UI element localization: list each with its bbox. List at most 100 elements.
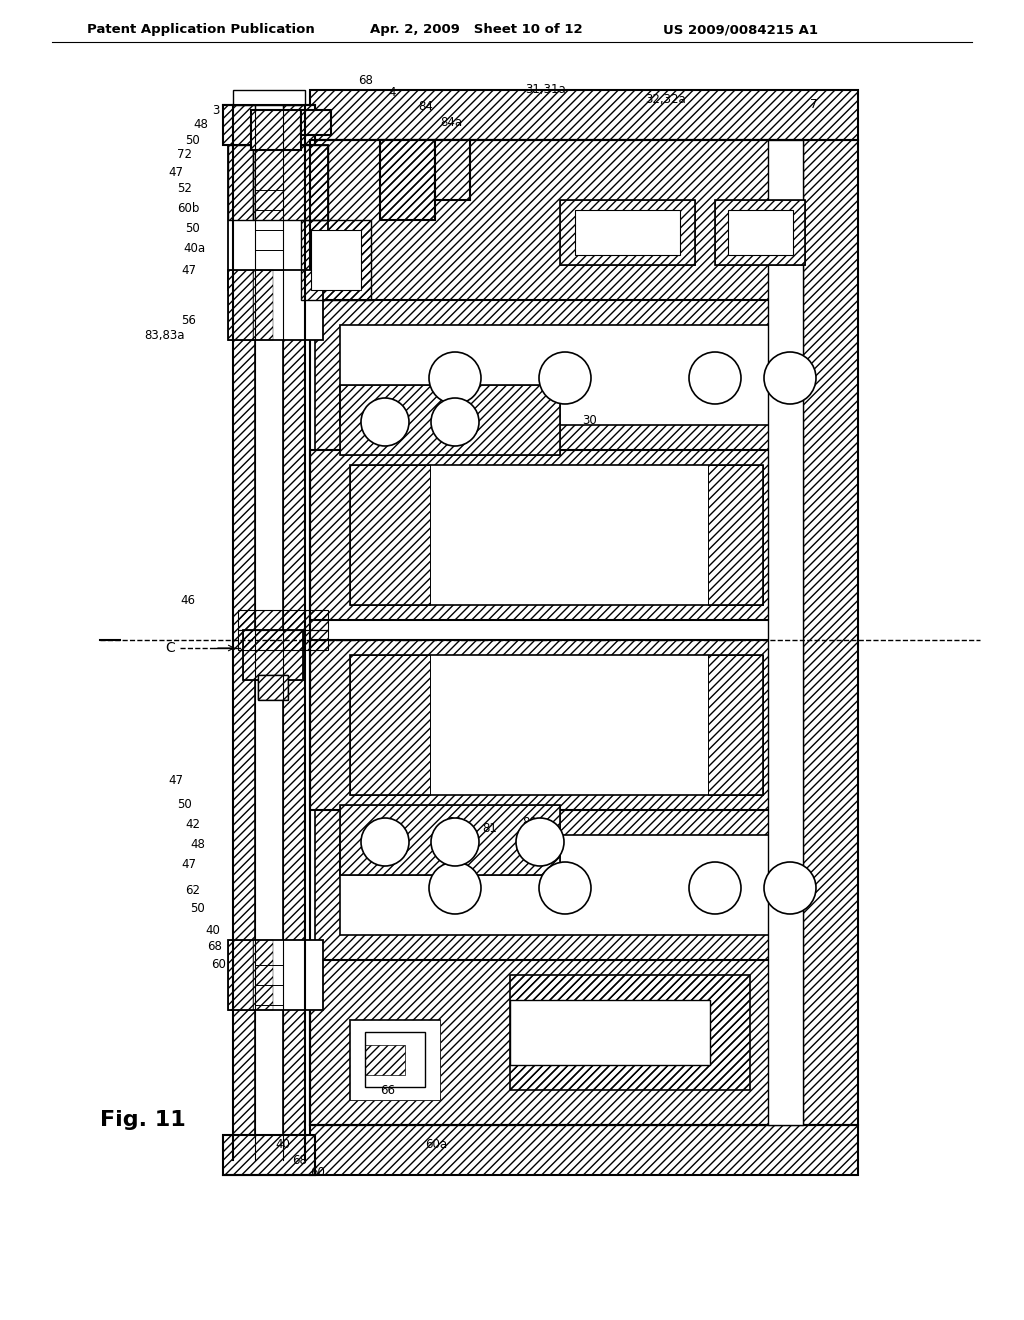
Circle shape bbox=[539, 352, 591, 404]
Text: 48: 48 bbox=[194, 119, 208, 132]
Bar bbox=[253, 940, 273, 1010]
Bar bbox=[365, 1032, 425, 1086]
Bar bbox=[510, 1001, 710, 1065]
Bar bbox=[340, 385, 560, 455]
Text: Patent Application Publication: Patent Application Publication bbox=[87, 24, 314, 37]
Bar bbox=[310, 960, 803, 1125]
Bar bbox=[223, 1135, 315, 1175]
Text: 48: 48 bbox=[190, 837, 205, 850]
Circle shape bbox=[516, 818, 564, 866]
Bar bbox=[510, 975, 750, 1090]
Bar bbox=[228, 940, 323, 1010]
Text: 68: 68 bbox=[207, 940, 222, 953]
Bar bbox=[708, 465, 763, 605]
Bar bbox=[340, 385, 560, 455]
Bar bbox=[340, 805, 560, 875]
Circle shape bbox=[361, 818, 409, 866]
Circle shape bbox=[429, 862, 481, 913]
Bar bbox=[575, 210, 680, 255]
Circle shape bbox=[539, 862, 591, 913]
Text: 84: 84 bbox=[418, 100, 433, 114]
Text: 50: 50 bbox=[190, 902, 205, 915]
Text: 40a: 40a bbox=[183, 242, 205, 255]
Bar bbox=[340, 805, 560, 875]
Text: 68: 68 bbox=[358, 74, 373, 87]
Text: 47: 47 bbox=[181, 858, 196, 870]
Text: 80: 80 bbox=[447, 817, 463, 829]
Text: 80: 80 bbox=[522, 817, 538, 829]
Bar bbox=[253, 145, 328, 220]
Text: 50: 50 bbox=[185, 222, 200, 235]
Bar bbox=[223, 106, 315, 145]
Bar bbox=[228, 940, 253, 1010]
Bar bbox=[310, 450, 803, 620]
Text: 60b: 60b bbox=[177, 202, 200, 214]
Bar bbox=[251, 110, 301, 150]
Bar bbox=[350, 1020, 440, 1100]
Text: 42: 42 bbox=[185, 818, 200, 832]
Bar bbox=[380, 140, 435, 220]
Bar bbox=[350, 465, 763, 605]
Bar bbox=[728, 210, 793, 255]
Circle shape bbox=[689, 862, 741, 913]
Bar bbox=[243, 630, 303, 680]
Bar bbox=[768, 140, 803, 1125]
Bar bbox=[301, 110, 331, 135]
Bar bbox=[228, 271, 253, 341]
Bar bbox=[435, 140, 470, 201]
Bar bbox=[311, 230, 361, 290]
Bar bbox=[283, 110, 305, 1160]
Text: 4: 4 bbox=[388, 86, 395, 99]
Circle shape bbox=[764, 862, 816, 913]
Text: 47: 47 bbox=[168, 165, 183, 178]
Bar bbox=[560, 201, 695, 265]
Bar bbox=[350, 655, 763, 795]
Bar bbox=[340, 836, 778, 935]
Text: 62: 62 bbox=[185, 883, 200, 896]
Text: US 2009/0084215 A1: US 2009/0084215 A1 bbox=[663, 24, 818, 37]
Bar bbox=[258, 675, 288, 700]
Bar bbox=[255, 106, 283, 121]
Bar bbox=[560, 201, 695, 265]
Circle shape bbox=[689, 352, 741, 404]
Bar bbox=[251, 110, 301, 150]
Bar bbox=[365, 1045, 406, 1074]
Bar bbox=[715, 201, 805, 265]
Text: 60a: 60a bbox=[425, 1138, 447, 1151]
Text: 60: 60 bbox=[211, 958, 226, 972]
Text: 84a: 84a bbox=[440, 116, 462, 129]
Text: C: C bbox=[165, 642, 175, 655]
Bar bbox=[315, 300, 798, 450]
Text: Fig. 11: Fig. 11 bbox=[100, 1110, 185, 1130]
Bar bbox=[708, 655, 763, 795]
Bar bbox=[350, 1020, 440, 1100]
Bar bbox=[310, 90, 858, 140]
Bar bbox=[803, 140, 858, 1125]
Circle shape bbox=[764, 352, 816, 404]
Bar bbox=[233, 90, 305, 106]
Text: 72: 72 bbox=[177, 149, 193, 161]
Bar bbox=[350, 465, 430, 605]
Bar bbox=[223, 106, 315, 145]
Text: 50: 50 bbox=[177, 799, 193, 812]
Text: 60: 60 bbox=[310, 1167, 326, 1180]
Circle shape bbox=[429, 352, 481, 404]
Circle shape bbox=[431, 399, 479, 446]
Bar bbox=[301, 110, 331, 135]
Bar bbox=[233, 110, 255, 1160]
Bar bbox=[228, 145, 253, 220]
Bar bbox=[310, 640, 803, 810]
Bar bbox=[380, 140, 435, 220]
Bar bbox=[238, 610, 328, 630]
Text: 50: 50 bbox=[185, 133, 200, 147]
Text: 7: 7 bbox=[810, 99, 817, 111]
Text: 83,83a: 83,83a bbox=[144, 329, 185, 342]
Bar bbox=[350, 655, 430, 795]
Text: 68: 68 bbox=[293, 1154, 307, 1167]
Bar bbox=[310, 1125, 858, 1175]
Bar bbox=[228, 271, 323, 341]
Text: 40: 40 bbox=[275, 1138, 291, 1151]
Circle shape bbox=[431, 818, 479, 866]
Bar bbox=[228, 145, 328, 290]
Text: 66: 66 bbox=[380, 1084, 395, 1097]
